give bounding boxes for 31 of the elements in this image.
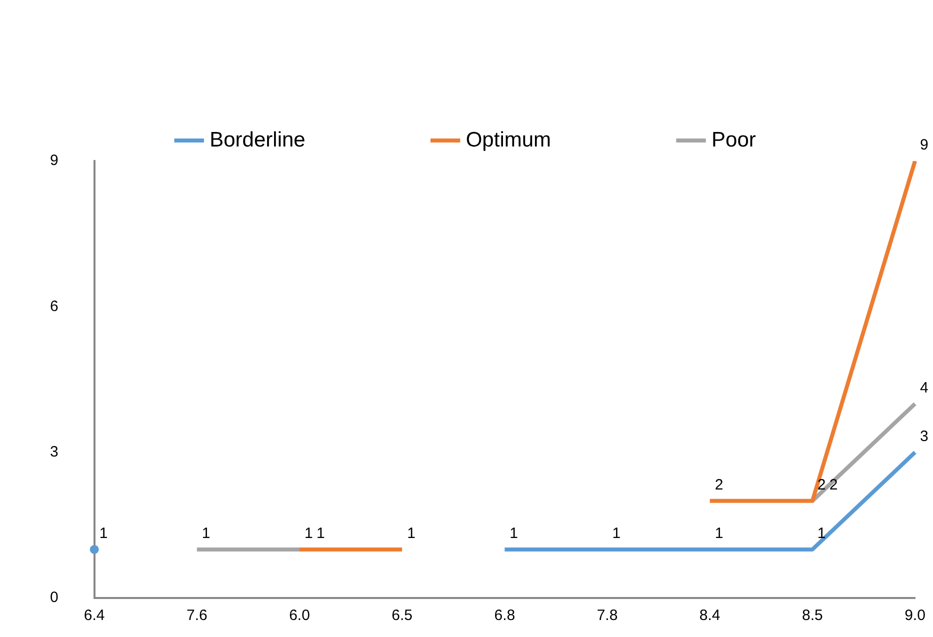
x-tick-label: 6.5	[392, 607, 413, 624]
data-label: 4	[920, 379, 928, 396]
data-label: 1	[612, 525, 621, 542]
legend-label: Optimum	[466, 128, 552, 152]
legend-label: Poor	[712, 128, 756, 152]
data-label: 1	[407, 525, 416, 542]
legend-label: Borderline	[210, 128, 306, 152]
x-tick-label: 6.0	[289, 607, 310, 624]
data-label: 2	[829, 476, 838, 494]
x-tick-label: 8.5	[802, 607, 823, 624]
x-tick-label: 7.8	[596, 607, 618, 624]
y-tick-label: 9	[50, 152, 58, 170]
data-label: 1	[714, 525, 724, 542]
y-tick-label: 6	[50, 298, 58, 315]
x-tick-label: 8.4	[699, 607, 720, 624]
data-label: 2	[817, 476, 826, 494]
x-tick-label: 6.4	[84, 607, 105, 624]
y-tick-label: 3	[50, 443, 58, 460]
data-label: 1	[510, 525, 518, 542]
x-tick-label: 9.0	[904, 607, 926, 624]
data-label: 1	[99, 525, 108, 542]
data-label: 2	[714, 476, 724, 494]
data-label: 9	[920, 136, 928, 154]
data-label: 1	[817, 525, 826, 542]
data-label: 1	[304, 525, 313, 542]
data-label: 1	[202, 525, 210, 542]
data-label: 1	[316, 525, 325, 542]
y-tick-label: 0	[50, 589, 58, 606]
x-tick-label: 6.8	[494, 607, 516, 624]
x-tick-label: 7.6	[186, 607, 208, 624]
data-label: 3	[920, 428, 928, 445]
